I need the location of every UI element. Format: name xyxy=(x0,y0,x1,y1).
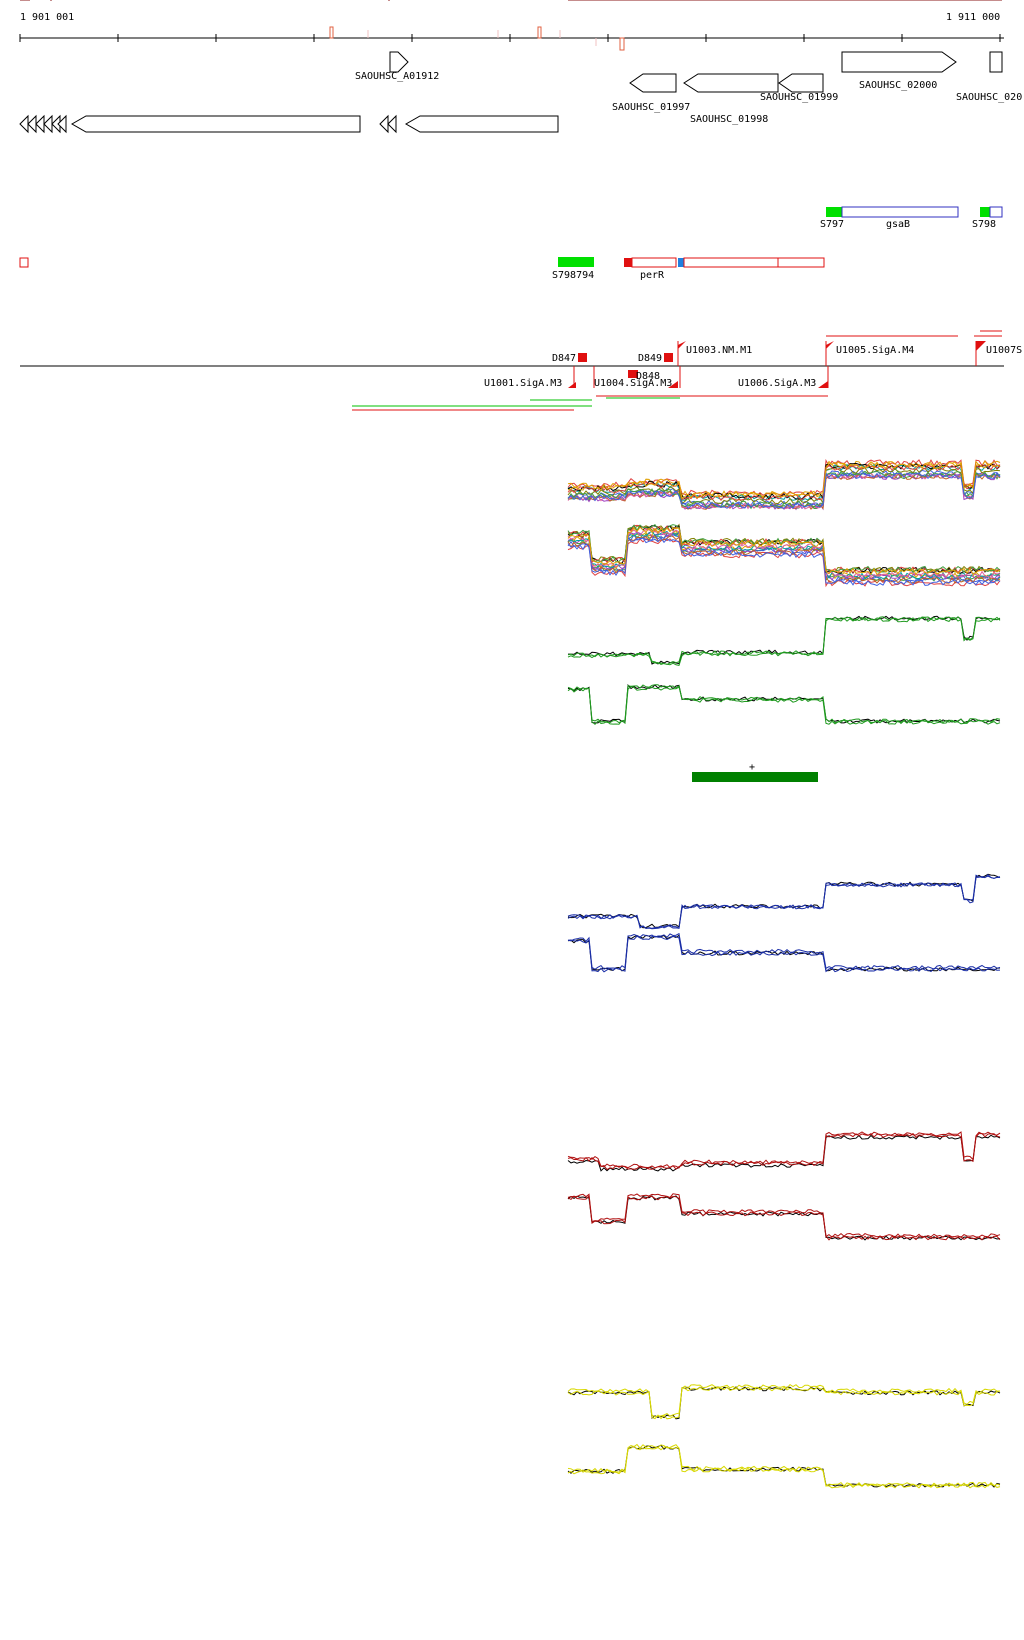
yellow-panel xyxy=(20,0,1002,1489)
profile-line[interactable] xyxy=(567,470,1001,508)
profile-line[interactable] xyxy=(567,526,1001,576)
segment-label[interactable]: U1007S xyxy=(986,345,1022,356)
profile-line[interactable] xyxy=(567,1194,1001,1241)
gene-arrow[interactable] xyxy=(404,115,559,133)
feature-label[interactable]: perR xyxy=(640,270,665,281)
gene-label[interactable]: SAOUHSC_A01912 xyxy=(355,71,439,82)
gene-arrow[interactable] xyxy=(70,115,361,133)
profile-line[interactable] xyxy=(567,1386,1001,1420)
gene-label[interactable]: SAOUHSC_01997 xyxy=(612,102,690,113)
reverse-gene-track xyxy=(19,114,559,134)
profile-line[interactable] xyxy=(567,530,1001,580)
red-panel xyxy=(20,0,1002,1241)
segment-labels: D847 D849 D848 U1003.NM.M1 U1005.SigA.M4… xyxy=(484,345,1022,389)
profile-line[interactable] xyxy=(567,873,1001,929)
profile-line[interactable] xyxy=(567,1195,1001,1241)
gene-arrow[interactable] xyxy=(841,51,957,73)
blue-panel xyxy=(20,0,1002,973)
segment-label[interactable]: D849 xyxy=(638,353,662,364)
ruler-hits xyxy=(329,26,625,51)
profile-line[interactable] xyxy=(567,529,1001,579)
profile-line[interactable] xyxy=(567,1131,1001,1169)
segment-label[interactable]: D847 xyxy=(552,353,576,364)
ruler-end: 1 911 000 xyxy=(946,12,1001,23)
marker-label: + xyxy=(749,762,755,773)
profile-line[interactable] xyxy=(567,536,1001,587)
segment-label[interactable]: U1004.SigA.M3 xyxy=(594,378,672,389)
profile-line[interactable] xyxy=(567,617,1001,666)
profile-line[interactable] xyxy=(567,469,1001,508)
profile-line[interactable] xyxy=(567,524,1001,574)
green-panel xyxy=(20,0,1002,725)
profile-line[interactable] xyxy=(567,685,1001,725)
gene-arrow[interactable] xyxy=(778,73,824,93)
profile-line[interactable] xyxy=(567,1383,1001,1418)
segment-label[interactable]: U1001.SigA.M3 xyxy=(484,378,562,389)
multi-sample-panel xyxy=(20,0,1002,588)
gene-label[interactable]: SAOUHSC_01998 xyxy=(690,114,768,125)
feature-label[interactable]: S797 xyxy=(820,219,844,230)
profile-line[interactable] xyxy=(567,1193,1001,1239)
gene-labels: SAOUHSC_A01912 SAOUHSC_01997 SAOUHSC_019… xyxy=(355,71,1022,125)
expression-profiles xyxy=(20,0,1002,1489)
profile-line[interactable] xyxy=(567,460,1001,498)
profile-line[interactable] xyxy=(567,1134,1001,1172)
segment-label[interactable]: U1005.SigA.M4 xyxy=(836,345,914,356)
profile-line[interactable] xyxy=(567,1132,1001,1171)
profile-line[interactable] xyxy=(567,1445,1001,1489)
marker-bar[interactable] xyxy=(692,772,818,782)
segmentation-track xyxy=(20,330,1004,411)
profile-line[interactable] xyxy=(567,875,1001,930)
profile-line[interactable] xyxy=(567,463,1001,502)
profile-line[interactable] xyxy=(567,462,1001,500)
profile-line[interactable] xyxy=(567,684,1001,724)
gene-label[interactable]: SAOUHSC_020 xyxy=(956,92,1022,103)
profile-line[interactable] xyxy=(567,524,1001,575)
gene-arrow[interactable] xyxy=(389,51,409,73)
profile-line[interactable] xyxy=(567,472,1001,510)
segment-label[interactable]: U1006.SigA.M3 xyxy=(738,378,816,389)
condition-marker: + xyxy=(692,762,818,782)
gene-arrow[interactable] xyxy=(989,51,1003,73)
feature-track xyxy=(19,206,1003,268)
profile-line[interactable] xyxy=(567,935,1001,973)
segment-label[interactable]: D848 xyxy=(636,371,660,382)
profile-line[interactable] xyxy=(567,1443,1001,1487)
coordinate-ruler xyxy=(19,26,1004,51)
gene-arrow[interactable] xyxy=(629,73,677,93)
feature-label[interactable]: S798 xyxy=(972,219,996,230)
gene-track xyxy=(389,51,1003,93)
segment-label[interactable]: U1003.NM.M1 xyxy=(686,345,752,356)
profile-line[interactable] xyxy=(567,932,1001,970)
profile-line[interactable] xyxy=(568,615,1001,665)
profile-line[interactable] xyxy=(567,684,1001,724)
gene-label[interactable]: SAOUHSC_01999 xyxy=(760,92,838,103)
profile-line[interactable] xyxy=(567,874,1001,930)
profile-line[interactable] xyxy=(567,616,1001,665)
profile-line[interactable] xyxy=(567,535,1001,584)
feature-label[interactable]: gsaB xyxy=(886,219,910,230)
gene-label[interactable]: SAOUHSC_02000 xyxy=(859,80,937,91)
feature-label[interactable]: S798794 xyxy=(552,270,594,281)
gene-arrow[interactable] xyxy=(683,73,779,93)
feature-labels: S797 gsaB S798 S798794 perR xyxy=(552,219,996,281)
profile-line[interactable] xyxy=(567,524,1001,574)
profile-line[interactable] xyxy=(567,1386,1001,1420)
profile-line[interactable] xyxy=(567,461,1001,500)
ruler-start: 1 901 001 xyxy=(20,12,75,23)
